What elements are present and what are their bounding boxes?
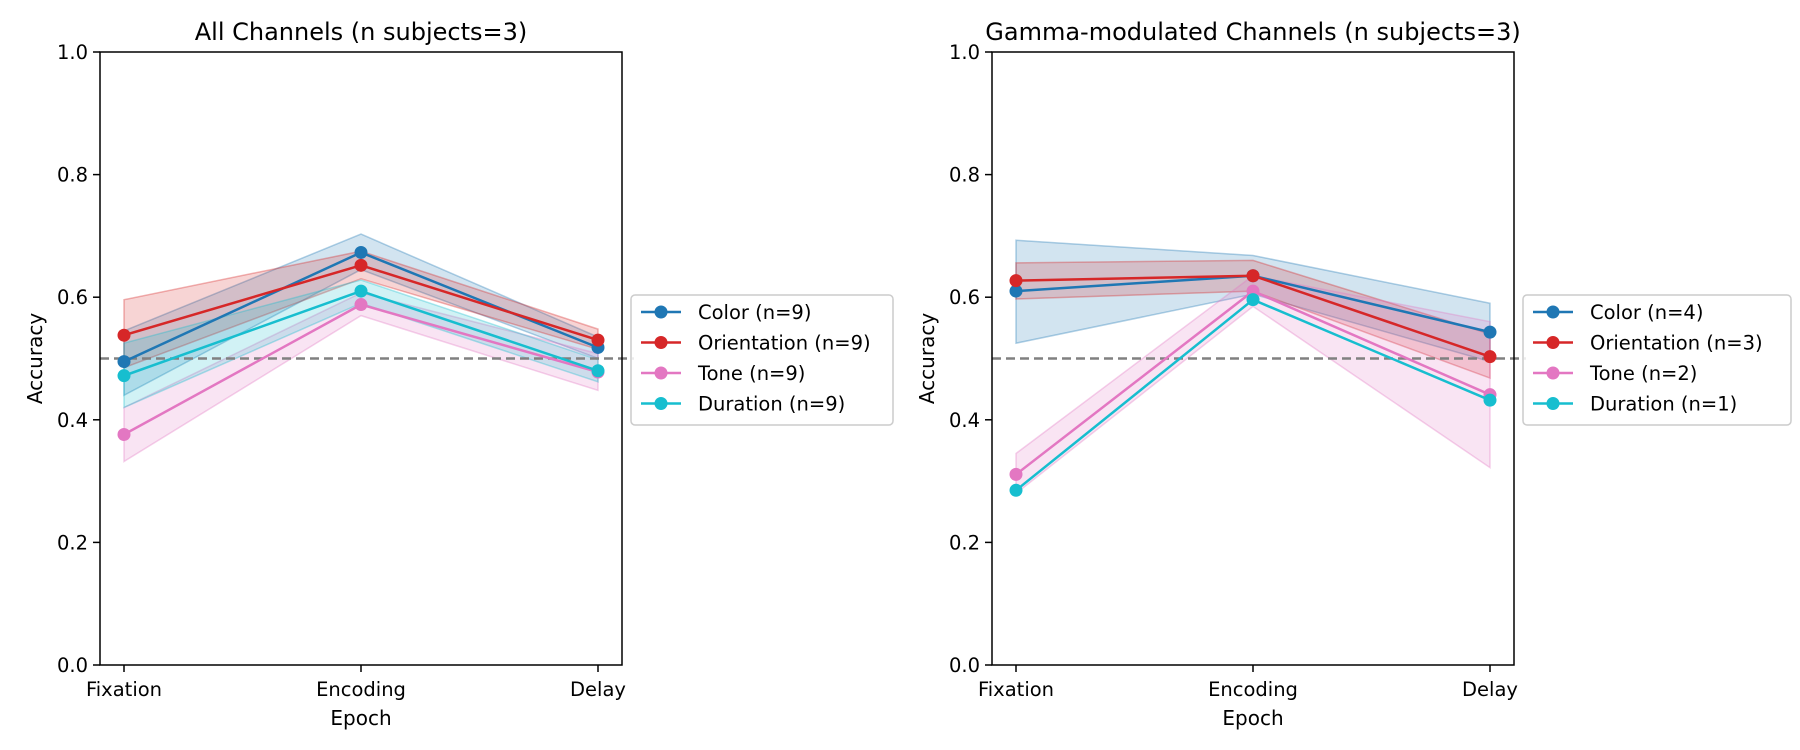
chart-title: Gamma-modulated Channels (n subjects=3) [985, 18, 1520, 46]
data-point-tone-n-9-fixation [117, 428, 131, 442]
y-axis-label: Accuracy [23, 313, 47, 404]
y-tick-label: 0.4 [57, 409, 88, 432]
x-axis-label: Epoch [1222, 706, 1283, 730]
data-point-duration-n-1-delay [1483, 393, 1497, 407]
data-point-duration-n-9-fixation [117, 369, 131, 383]
x-tick-label: Delay [570, 678, 626, 701]
y-tick-label: 0.2 [57, 531, 88, 554]
legend-label: Tone (n=2) [1589, 362, 1697, 385]
data-point-color-n-9-encoding [354, 245, 368, 259]
legend-item-orientation-n-3: Orientation (n=3) [1533, 332, 1763, 355]
data-point-duration-n-9-delay [591, 364, 605, 378]
legend-label: Color (n=9) [698, 301, 811, 324]
y-axis-label: Accuracy [915, 313, 939, 404]
confidence-band-orientation-n-3 [1015, 259, 1491, 380]
legend-marker [1546, 336, 1560, 349]
legend-label: Orientation (n=9) [698, 332, 871, 355]
confidence-band-duration-n-9 [123, 279, 599, 409]
y-tick-label: 0.4 [949, 409, 980, 432]
legend-label: Color (n=4) [1590, 301, 1703, 324]
legend-marker [1546, 305, 1560, 319]
legend-item-duration-n-9: Duration (n=9) [641, 393, 845, 416]
legend-marker [1546, 366, 1560, 380]
x-tick-label: Fixation [86, 678, 162, 701]
legend-marker [654, 366, 668, 380]
data-point-duration-n-1-fixation [1009, 483, 1023, 497]
y-tick-label: 0.8 [57, 164, 88, 187]
data-point-tone-n-9-encoding [354, 298, 368, 312]
legend-label: Duration (n=9) [698, 393, 845, 416]
x-tick-label: Encoding [316, 678, 406, 701]
legend-box [630, 294, 894, 426]
legend-item-tone-n-2: Tone (n=2) [1533, 362, 1697, 385]
y-tick-label: 0.6 [57, 286, 88, 309]
legend-box [1522, 294, 1792, 426]
y-tick-label: 0.8 [949, 164, 980, 187]
legend-item-orientation-n-9: Orientation (n=9) [641, 332, 871, 355]
data-point-orientation-n-9-delay [591, 333, 605, 347]
x-tick-label: Encoding [1208, 678, 1298, 701]
legend-item-duration-n-1: Duration (n=1) [1533, 393, 1737, 416]
legend-marker [654, 305, 668, 319]
y-tick-label: 0.0 [57, 654, 88, 677]
data-point-orientation-n-9-encoding [354, 258, 368, 272]
legend-marker [654, 397, 668, 410]
legend-label: Orientation (n=3) [1590, 332, 1763, 355]
chart-title: All Channels (n subjects=3) [195, 18, 527, 46]
data-point-orientation-n-9-fixation [117, 328, 131, 342]
y-tick-label: 1.0 [949, 41, 980, 64]
y-tick-label: 0.0 [949, 654, 980, 677]
y-tick-label: 0.6 [949, 286, 980, 309]
data-point-orientation-n-3-fixation [1009, 274, 1023, 288]
legend-item-tone-n-9: Tone (n=9) [641, 362, 805, 385]
x-tick-label: Delay [1462, 678, 1518, 701]
x-tick-label: Fixation [978, 678, 1054, 701]
legend-label: Duration (n=1) [1590, 393, 1737, 416]
data-point-orientation-n-3-encoding [1246, 269, 1260, 283]
x-axis-label: Epoch [330, 706, 391, 730]
data-point-tone-n-2-fixation [1009, 467, 1023, 481]
data-point-duration-n-9-encoding [354, 284, 368, 298]
legend-label: Tone (n=9) [697, 362, 805, 385]
data-point-orientation-n-3-delay [1483, 350, 1497, 364]
legend: Color (n=9) Orientation (n=9) Tone (n=9) Du… [630, 294, 894, 426]
data-point-duration-n-1-encoding [1246, 293, 1260, 307]
chart-panel-1: All Channels (n subjects=3) 0.0 0.2 0.4 0.6 0… [23, 18, 894, 730]
data-point-color-n-9-fixation [117, 355, 131, 369]
legend-item-color-n-9: Color (n=9) [641, 301, 811, 324]
legend-marker [654, 336, 668, 349]
data-point-color-n-4-delay [1483, 325, 1497, 339]
legend-item-color-n-4: Color (n=4) [1533, 301, 1703, 324]
y-tick-label: 0.2 [949, 531, 980, 554]
chart-panel-2: Gamma-modulated Channels (n subjects=3) 0… [915, 18, 1792, 730]
y-tick-label: 1.0 [57, 41, 88, 64]
data-point-color-n-4-fixation [1009, 284, 1023, 298]
legend-marker [1546, 397, 1560, 410]
legend: Color (n=4) Orientation (n=3) Tone (n=2) Du… [1522, 294, 1792, 426]
